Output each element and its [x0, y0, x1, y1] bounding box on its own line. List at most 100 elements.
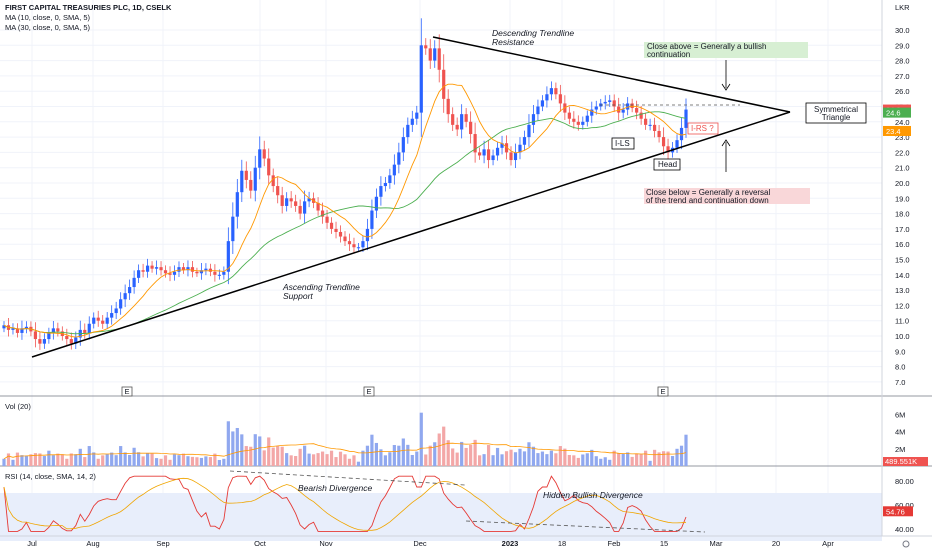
- volume-bar: [69, 453, 73, 466]
- candle-body: [486, 149, 491, 161]
- ils-box: [611, 137, 635, 150]
- volume-bar: [374, 442, 379, 466]
- price-tick-label: 23.0: [895, 133, 910, 142]
- candle-body: [47, 332, 51, 340]
- candle-body: [15, 328, 20, 333]
- volume-bar: [406, 444, 410, 466]
- candle-body: [500, 143, 504, 148]
- candle-body: [87, 323, 91, 333]
- candle-body: [343, 236, 347, 242]
- time-tick-label: 18: [558, 539, 566, 548]
- volume-bar: [581, 454, 585, 466]
- volume-bar: [451, 448, 455, 466]
- candle-body: [626, 103, 630, 110]
- volume-bar: [87, 446, 91, 466]
- rsi-tag-bg: [883, 506, 913, 517]
- price-tick-label: 17.0: [895, 225, 910, 234]
- volume-bar: [110, 452, 114, 466]
- volume-bars: [2, 412, 688, 466]
- settings-icon[interactable]: [902, 540, 910, 548]
- candle-body: [334, 228, 338, 232]
- candle-body: [119, 299, 123, 309]
- ma10-price-tag: 24.6: [886, 109, 901, 118]
- candle-body: [419, 45, 423, 113]
- candle-body: [172, 271, 177, 275]
- candle-body: [141, 270, 145, 272]
- candle-body: [213, 271, 217, 275]
- candle-body: [437, 48, 441, 70]
- candlestick-series: [2, 18, 688, 350]
- candle-body: [397, 152, 401, 165]
- candle-body: [38, 339, 42, 344]
- candle-body: [159, 267, 163, 271]
- volume-bar: [442, 426, 446, 466]
- volume-bar: [217, 459, 221, 466]
- candle-body: [675, 140, 679, 148]
- volume-bar: [603, 457, 607, 466]
- candle-body: [128, 287, 132, 294]
- volume-bar: [244, 446, 248, 466]
- volume-bar: [361, 450, 365, 466]
- ma10-line: [3, 83, 687, 338]
- candle-body: [11, 328, 15, 330]
- ma10-price-tag-bg: [883, 107, 911, 118]
- earnings-marker: E: [366, 387, 371, 396]
- candle-body: [630, 103, 634, 109]
- volume-bar: [343, 454, 347, 466]
- candle-body: [679, 127, 684, 141]
- candle-body: [154, 267, 159, 269]
- candle-body: [639, 112, 643, 119]
- volume-bar: [96, 458, 100, 466]
- volume-bar: [522, 451, 527, 466]
- volume-bar: [195, 457, 199, 466]
- time-tick-label: Mar: [710, 539, 723, 548]
- candle-body: [262, 149, 266, 159]
- ma30-price-tag-bg: [883, 125, 911, 136]
- candle-body: [231, 216, 235, 242]
- close-below-box: [644, 188, 810, 204]
- annotations[interactable]: Descending Trendline Resistance Ascending…: [282, 28, 867, 500]
- volume-bar: [154, 458, 159, 466]
- candle-body: [536, 106, 540, 115]
- candle-body: [303, 201, 307, 214]
- candle-body: [33, 331, 38, 340]
- hidden-bullish-divergence-line: [465, 520, 706, 533]
- trendlines[interactable]: [31, 36, 791, 533]
- volume-bar: [531, 446, 536, 466]
- volume-bar: [473, 439, 477, 466]
- chart-title: FIRST CAPITAL TREASURIES PLC, 1D, CSELK: [5, 3, 172, 12]
- volume-bar: [608, 459, 612, 466]
- candle-body: [294, 201, 298, 206]
- volume-bar: [119, 446, 123, 466]
- volume-bar: [379, 449, 383, 466]
- candle-body: [549, 88, 553, 95]
- volume-bar: [554, 453, 558, 466]
- candle-body: [83, 329, 87, 333]
- ma10-legend: MA (10, close, 0, SMA, 5): [5, 13, 91, 22]
- candle-body: [648, 124, 652, 126]
- volume-bar: [271, 447, 275, 466]
- volume-bar: [303, 445, 307, 466]
- candle-body: [105, 317, 109, 324]
- candle-body: [478, 152, 482, 156]
- volume-bar: [60, 454, 64, 466]
- volume-bar: [222, 458, 226, 466]
- candle-body: [455, 124, 459, 130]
- price-axis[interactable]: 30.029.028.027.026.025.024.023.022.021.0…: [895, 26, 910, 387]
- volume-bar: [2, 458, 6, 466]
- volume-bar: [163, 455, 168, 466]
- price-tick-label: 18.0: [895, 210, 910, 219]
- time-axis[interactable]: Jul Aug Sep Oct Nov Dec 2023 18 Feb 15 Mar 20 Apr: [27, 539, 834, 548]
- price-tick-label: 28.0: [895, 57, 910, 66]
- volume-bar: [670, 456, 675, 466]
- time-tick-label: Apr: [822, 539, 834, 548]
- candle-body: [460, 114, 464, 130]
- volume-bar: [392, 445, 396, 466]
- volume-bar: [675, 448, 679, 466]
- volume-bar: [6, 453, 11, 466]
- earnings-marker: E: [660, 387, 665, 396]
- chart-legend: FIRST CAPITAL TREASURIES PLC, 1D, CSELK …: [5, 3, 910, 481]
- candle-body: [684, 109, 688, 128]
